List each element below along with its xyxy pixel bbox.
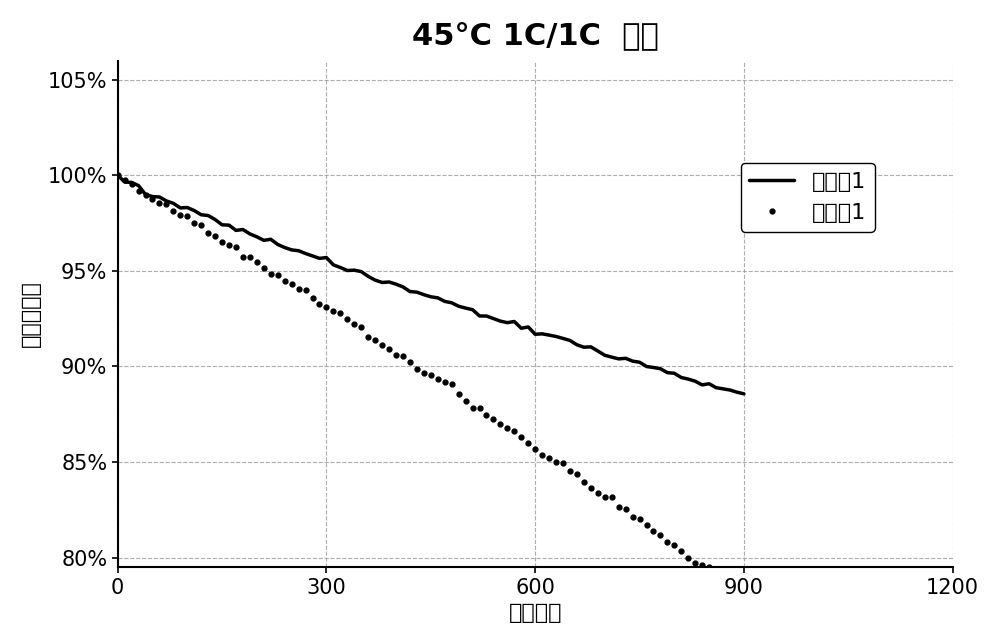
Line: 对比例1: 对比例1 bbox=[115, 173, 746, 598]
实施例1 bbox=[724, 386, 736, 394]
对比例1 bbox=[717, 577, 729, 585]
X-axis label: 循环圈数: 循环圈数 bbox=[508, 603, 562, 623]
实施例1 bbox=[112, 171, 124, 179]
实施例1 bbox=[738, 390, 750, 398]
对比例1 bbox=[738, 592, 750, 600]
对比例1 bbox=[258, 264, 270, 272]
对比例1 bbox=[724, 582, 736, 589]
实施例1 bbox=[272, 241, 284, 249]
对比例1 bbox=[272, 272, 284, 279]
实施例1 bbox=[641, 363, 653, 370]
Line: 实施例1: 实施例1 bbox=[118, 175, 744, 394]
实施例1 bbox=[717, 385, 729, 393]
Legend: 实施例1, 对比例1: 实施例1, 对比例1 bbox=[741, 163, 875, 232]
实施例1 bbox=[188, 207, 200, 214]
对比例1 bbox=[112, 171, 124, 179]
Title: 45°C 1C/1C  循环: 45°C 1C/1C 循环 bbox=[412, 21, 659, 50]
对比例1 bbox=[188, 220, 200, 227]
对比例1 bbox=[641, 521, 653, 529]
实施例1 bbox=[258, 236, 270, 244]
Y-axis label: 容量保持率: 容量保持率 bbox=[21, 280, 41, 347]
